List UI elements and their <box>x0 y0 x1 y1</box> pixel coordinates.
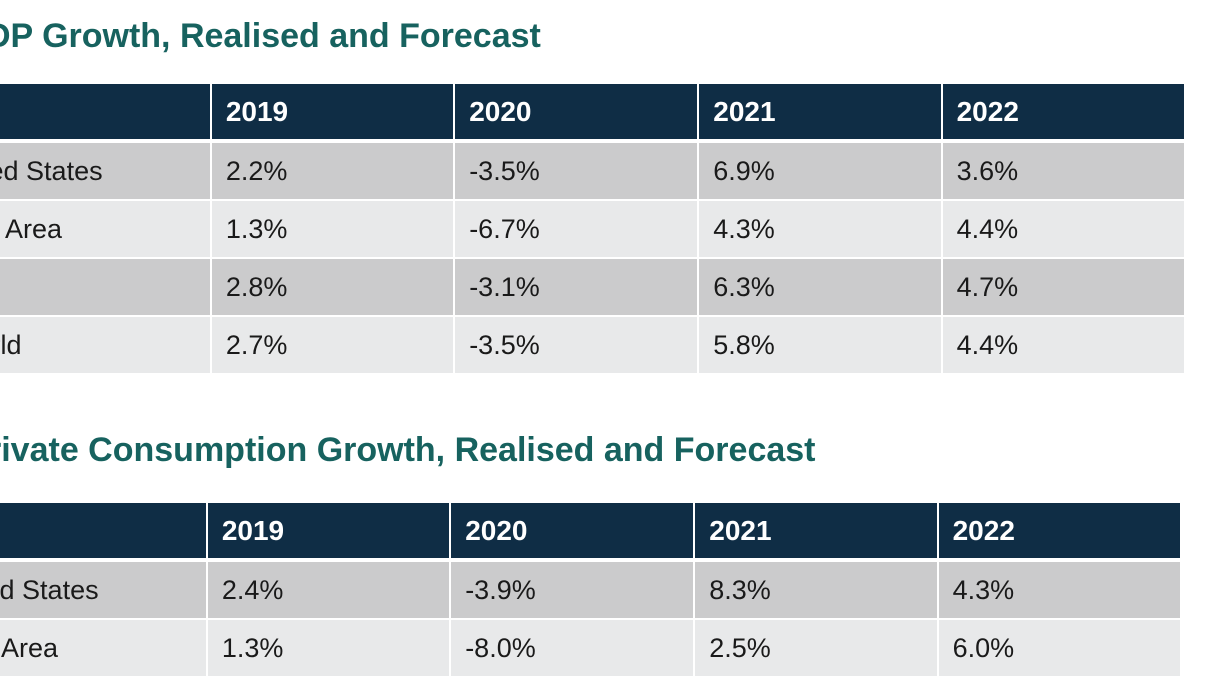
row-label: nited States <box>0 560 208 620</box>
row-label: 20 <box>0 258 212 317</box>
value-cell: 2.2% <box>210 141 456 201</box>
header-cell-year: 2020 <box>450 503 696 562</box>
value-cell: 4.3% <box>698 200 943 259</box>
header-cell-year: 2020 <box>454 84 700 143</box>
gdp-growth-table: 2019202020212022nited States2.2%-3.5%6.9… <box>0 84 1187 375</box>
value-cell: 3.6% <box>941 141 1187 201</box>
value-cell: 1.3% <box>206 619 452 678</box>
header-row: 2019 2020 2021 2022 <box>0 503 1183 562</box>
header-cell-year: 2019 <box>206 503 452 562</box>
row-label: uro Area <box>0 200 212 259</box>
value-cell: -3.1% <box>454 258 700 317</box>
value-cell: 4.4% <box>941 200 1187 259</box>
header-cell-year: 2019 <box>210 84 456 143</box>
value-cell: 6.9% <box>698 141 943 201</box>
value-cell: 6.0% <box>937 619 1183 678</box>
header-cell-year: 2022 <box>937 503 1183 562</box>
header-cell-blank <box>0 84 212 143</box>
header-cell-blank <box>0 503 208 562</box>
value-cell: 8.3% <box>694 560 939 620</box>
value-cell: 2.5% <box>694 619 939 678</box>
value-cell: -3.5% <box>454 316 700 375</box>
value-cell: 2.8% <box>210 258 456 317</box>
header-cell-year: 2022 <box>941 84 1187 143</box>
header-row: 2019 2020 2021 2022 <box>0 84 1187 143</box>
header-cell-year: 2021 <box>694 503 939 562</box>
row-label: nited States <box>0 141 212 201</box>
value-cell: 4.4% <box>941 316 1187 375</box>
value-cell: 2.4% <box>206 560 452 620</box>
value-cell: 5.8% <box>698 316 943 375</box>
value-cell: 4.3% <box>937 560 1183 620</box>
consumption-growth-table: 2019202020212022nited States2.4%-3.9%8.3… <box>0 503 1183 678</box>
value-cell: 2.7% <box>210 316 456 375</box>
value-cell: -6.7% <box>454 200 700 259</box>
value-cell: -3.9% <box>450 560 696 620</box>
consumption-growth-title: rivate Consumption Growth, Realised and … <box>0 431 816 469</box>
value-cell: 6.3% <box>698 258 943 317</box>
header-cell-year: 2021 <box>698 84 943 143</box>
table-row: Vorld2.7%-3.5%5.8%4.4% <box>0 316 1187 375</box>
value-cell: 4.7% <box>941 258 1187 317</box>
value-cell: 1.3% <box>210 200 456 259</box>
value-cell: -3.5% <box>454 141 700 201</box>
row-label: uro Area <box>0 619 208 678</box>
gdp-growth-title: DP Growth, Realised and Forecast <box>0 17 541 55</box>
value-cell: -8.0% <box>450 619 696 678</box>
row-label: Vorld <box>0 316 212 375</box>
table-row: 202.8%-3.1%6.3%4.7% <box>0 258 1187 317</box>
